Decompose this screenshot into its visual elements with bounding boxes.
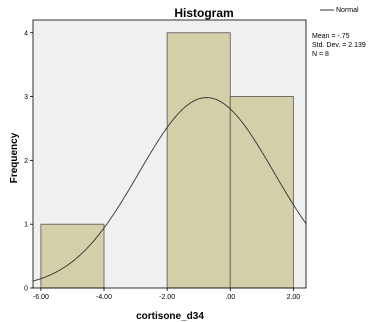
stats-mean: Mean = -.75 <box>312 33 350 40</box>
normal-curve <box>32 97 307 282</box>
chart-title: Histogram <box>174 6 233 20</box>
x-tick-label: -4.00 <box>96 294 112 301</box>
legend: Normal <box>320 7 359 14</box>
histogram-bar <box>166 32 231 289</box>
bars-group <box>40 32 294 289</box>
legend-label-normal: Normal <box>336 7 359 14</box>
x-tick-label: .00 <box>225 294 235 301</box>
y-tick-label: 1 <box>24 222 28 229</box>
stats-std-dev: Std. Dev. = 2.139 <box>312 42 366 49</box>
x-tick-label: 2.00 <box>287 294 301 301</box>
y-axis-label: Frequency <box>9 132 20 183</box>
x-tick-label: -2.00 <box>159 294 175 301</box>
x-tick-label: -6.00 <box>33 294 49 301</box>
histogram-bar <box>40 223 105 289</box>
y-tick-label: 3 <box>24 94 28 101</box>
plot-frame <box>32 19 307 289</box>
stats-box: Mean = -.75 Std. Dev. = 2.139 N = 8 <box>312 33 366 58</box>
y-tick-label: 4 <box>24 30 28 37</box>
y-tick-label: 2 <box>24 158 28 165</box>
x-ticks-group: -6.00 -4.00 -2.00 .00 2.00 <box>33 288 300 301</box>
stats-n: N = 8 <box>312 51 329 58</box>
histogram-bar <box>229 96 294 289</box>
x-axis-label: cortisone_d34 <box>136 311 204 322</box>
y-tick-label: 0 <box>24 286 28 293</box>
y-ticks-group: 0 1 2 3 4 <box>24 30 33 293</box>
